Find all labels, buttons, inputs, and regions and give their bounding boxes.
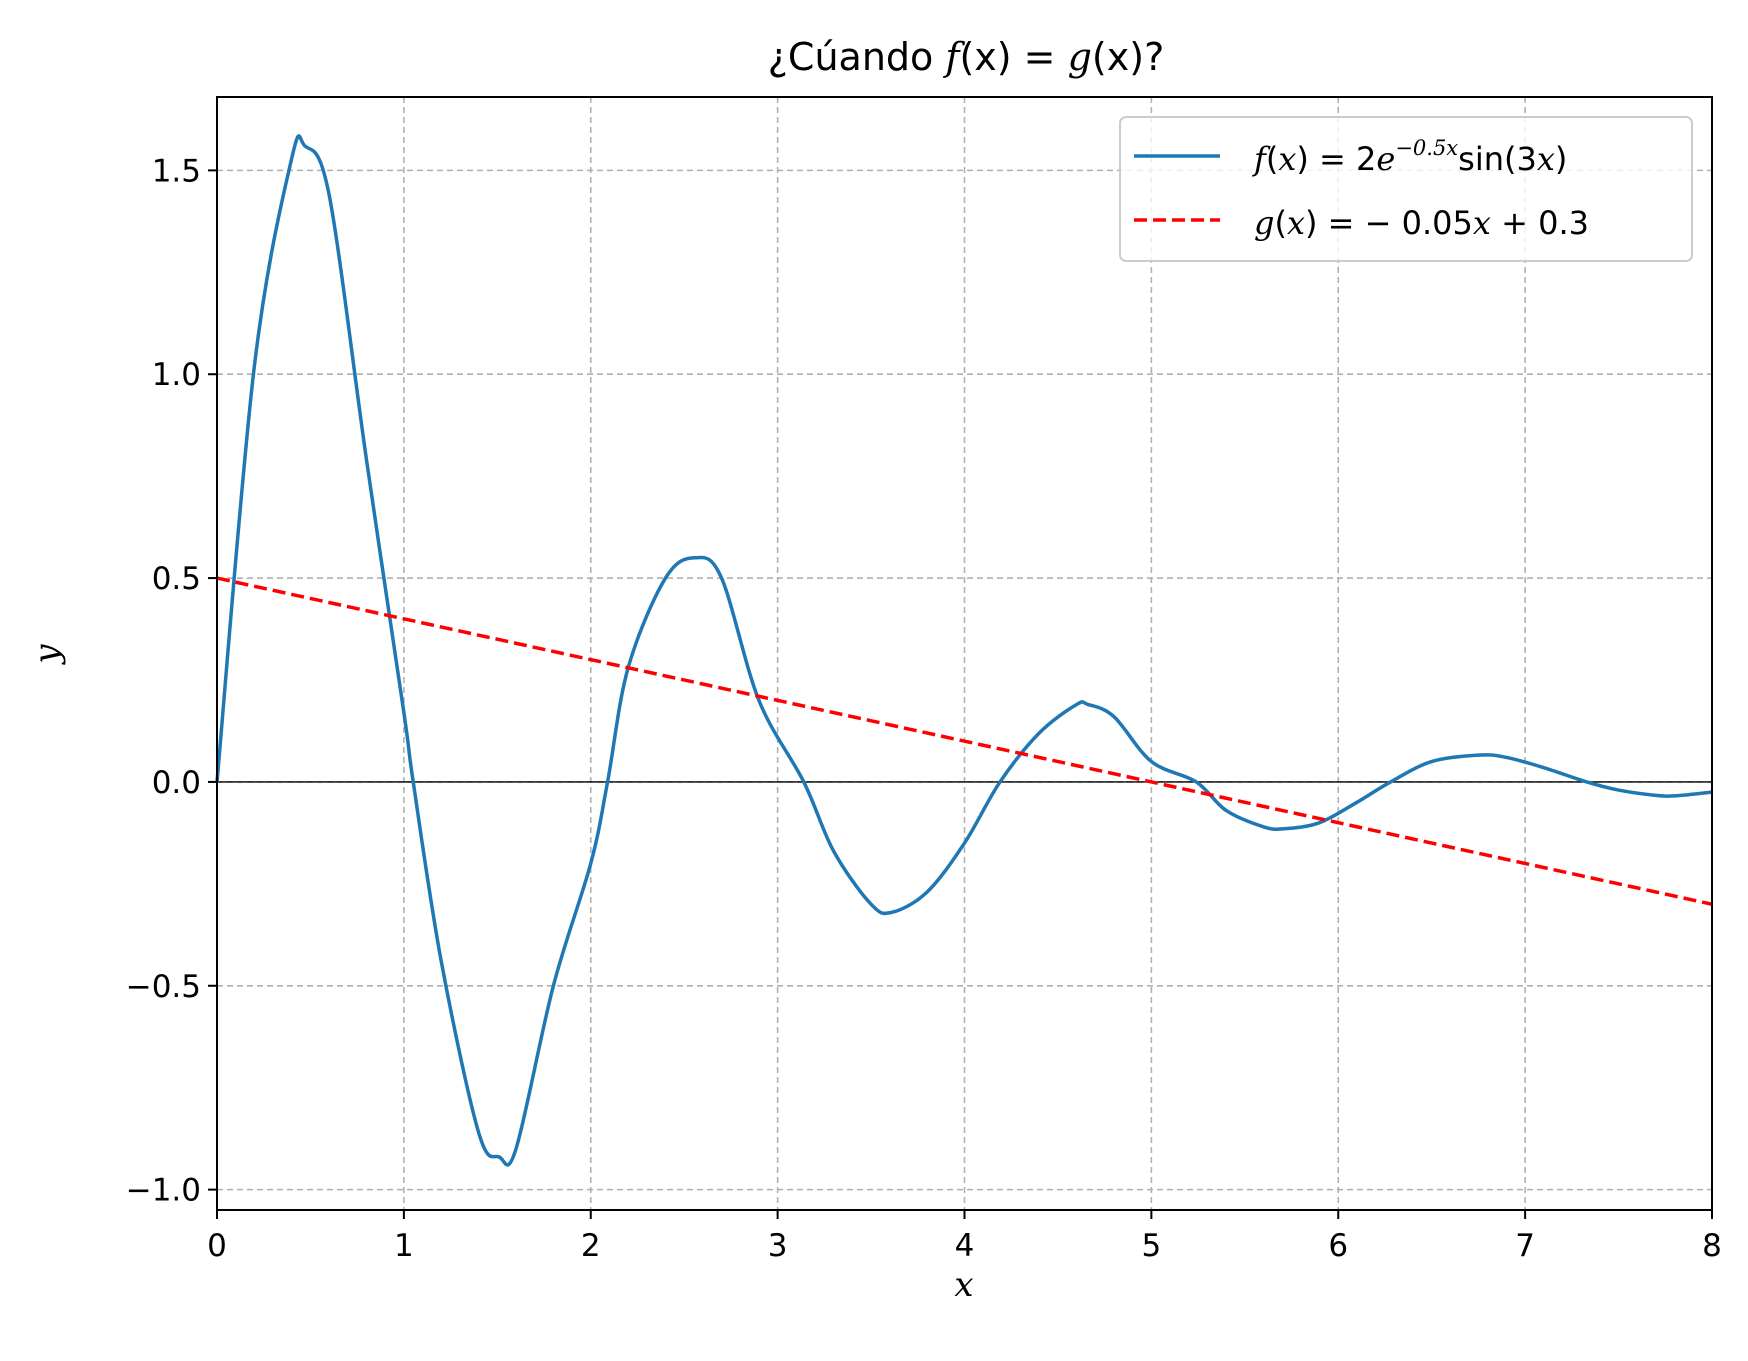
x-tick-label: 1 xyxy=(394,1228,414,1264)
y-tick-label: 0.0 xyxy=(152,765,201,801)
x-axis-label: x xyxy=(954,1265,973,1305)
y-tick-label: 0.5 xyxy=(152,561,201,597)
x-axis-ticks: 0 1 2 3 4 5 6 7 8 xyxy=(207,1210,1722,1264)
x-tick-label: 2 xyxy=(581,1228,601,1264)
y-tick-label: −1.0 xyxy=(126,1173,201,1209)
y-axis-ticks: −1.0 −0.5 0.0 0.5 1.0 1.5 xyxy=(126,153,217,1209)
x-tick-label: 0 xyxy=(207,1228,227,1264)
legend-label-g: g(x) = − 0.05x + 0.3 xyxy=(1254,204,1589,242)
x-tick-label: 5 xyxy=(1142,1228,1162,1264)
y-tick-label: −0.5 xyxy=(126,969,201,1005)
series-f-line xyxy=(215,134,1713,1167)
x-tick-label: 8 xyxy=(1702,1228,1722,1264)
y-axis-label: y xyxy=(27,644,67,666)
plot-series xyxy=(215,134,1713,1167)
series-g-line xyxy=(216,576,1713,906)
x-tick-label: 3 xyxy=(768,1228,788,1264)
x-tick-label: 4 xyxy=(955,1228,975,1264)
x-tick-label: 7 xyxy=(1515,1228,1535,1264)
legend-label-f: f(x) = 2e−0.5xsin(3x) xyxy=(1252,136,1567,178)
y-tick-label: 1.5 xyxy=(152,153,201,189)
x-tick-label: 6 xyxy=(1328,1228,1348,1264)
legend-box xyxy=(1119,116,1693,262)
chart-title: ¿Cúando f(x) = g(x)? xyxy=(768,35,1164,79)
legend: f(x) = 2e−0.5xsin(3x) g(x) = − 0.05x + 0… xyxy=(1119,116,1693,262)
y-tick-label: 1.0 xyxy=(152,357,201,393)
